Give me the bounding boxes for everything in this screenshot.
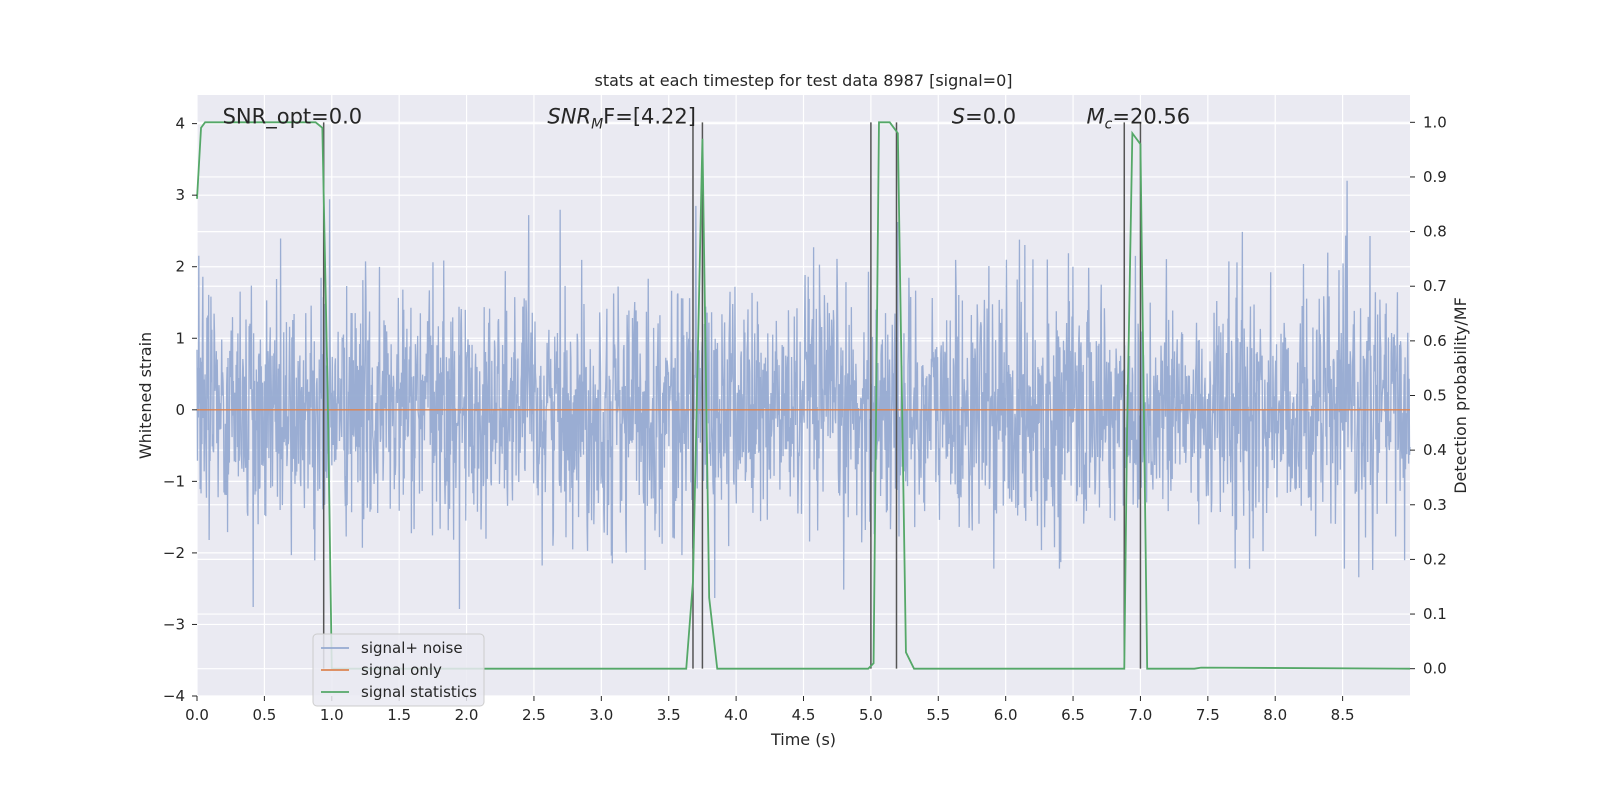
y2-tick-label: 0.3 — [1423, 496, 1447, 514]
annotation-snr-mf-symbol: SNR — [547, 105, 591, 129]
annotation-mc: Mc=20.56 — [1087, 105, 1191, 133]
y2-tick-label: 0.1 — [1423, 605, 1447, 623]
y2-tick-label: 0.2 — [1423, 550, 1447, 568]
x-tick-label: 6.5 — [1061, 706, 1085, 724]
annotation-mc-subscript: c — [1105, 117, 1113, 133]
statistics-line — [196, 121, 1411, 670]
chart-title: stats at each timestep for test data 898… — [594, 71, 1012, 90]
y-tick-label: 1 — [175, 329, 185, 347]
annotation-s: S=0.0 — [952, 105, 1016, 129]
y2-tick-label: 0.8 — [1423, 223, 1447, 241]
y2-tick-label: 0.5 — [1423, 387, 1447, 405]
x-tick-label: 0.5 — [252, 706, 276, 724]
y-axis-ticks: 4 3 2 1 0 −1 −2 −3 −4 — [163, 115, 197, 705]
y2-tick-label: 0.6 — [1423, 332, 1447, 350]
x-tick-label: 4.5 — [792, 706, 816, 724]
x-tick-label: 8.0 — [1263, 706, 1287, 724]
legend-label: signal statistics — [361, 683, 477, 701]
y-tick-label: 3 — [175, 186, 185, 204]
annotation-snr-mf: SNRMF=[4.22] — [547, 105, 696, 133]
y2-axis-ticks: 1.0 0.9 0.8 0.7 0.6 0.5 0.4 0.3 0.2 0.1 0.0 — [1410, 113, 1447, 678]
legend-label: signal only — [361, 661, 442, 679]
x-tick-label: 2.0 — [455, 706, 479, 724]
legend-box — [312, 633, 485, 707]
x-tick-label: 0.0 — [185, 706, 209, 724]
x-axis-ticks: 0.0 0.5 1.0 1.5 2.0 2.5 3.0 3.5 4.0 4.5 5.0 5.5 6.0 6… — [185, 696, 1355, 724]
x-tick-label: 7.0 — [1129, 706, 1153, 724]
y2-tick-label: 0.0 — [1423, 660, 1447, 678]
series-signal-statistics — [196, 121, 1411, 670]
annotation-mc-symbol: M — [1087, 105, 1105, 129]
legend-label: signal+ noise — [361, 639, 463, 657]
x-tick-label: 5.5 — [926, 706, 950, 724]
y-tick-label: 2 — [175, 258, 185, 276]
x-tick-label: 6.0 — [994, 706, 1018, 724]
y2-tick-label: 1.0 — [1423, 113, 1447, 131]
y-tick-label: 4 — [175, 115, 185, 133]
y-tick-label: −3 — [163, 615, 185, 633]
series-signal-noise — [196, 180, 1411, 609]
x-tick-label: 3.0 — [589, 706, 613, 724]
x-tick-label: 4.0 — [724, 706, 748, 724]
noise-line — [196, 180, 1411, 609]
x-tick-label: 2.5 — [522, 706, 546, 724]
annotation-snr-mf-value: F=[4.22] — [603, 105, 696, 129]
y-tick-label: −2 — [163, 544, 185, 562]
x-tick-label: 8.5 — [1331, 706, 1355, 724]
y2-tick-label: 0.4 — [1423, 441, 1447, 459]
x-tick-label: 7.5 — [1196, 706, 1220, 724]
x-tick-label: 1.0 — [320, 706, 344, 724]
y-tick-label: −1 — [163, 472, 185, 490]
annotation-s-symbol: S — [952, 105, 965, 129]
x-tick-label: 5.0 — [859, 706, 883, 724]
annotation-snr-mf-subscript: M — [591, 117, 603, 133]
x-axis-label: Time (s) — [770, 730, 836, 749]
y2-tick-label: 0.7 — [1423, 277, 1447, 295]
y-axis-label: Whitened strain — [136, 332, 155, 459]
y-tick-label: −4 — [163, 687, 185, 705]
x-tick-label: 3.5 — [657, 706, 681, 724]
y2-tick-label: 0.9 — [1423, 168, 1447, 186]
annotation-s-value: =0.0 — [965, 105, 1016, 129]
x-tick-label: 1.5 — [387, 706, 411, 724]
legend: signal+ noise signal only signal statistic… — [312, 633, 485, 707]
y-tick-label: 0 — [175, 401, 185, 419]
annotation-snr-opt: SNR_opt=0.0 — [223, 105, 363, 130]
annotation-mc-value: =20.56 — [1112, 105, 1190, 129]
y2-axis-label: Detection probability/MF — [1451, 297, 1470, 494]
